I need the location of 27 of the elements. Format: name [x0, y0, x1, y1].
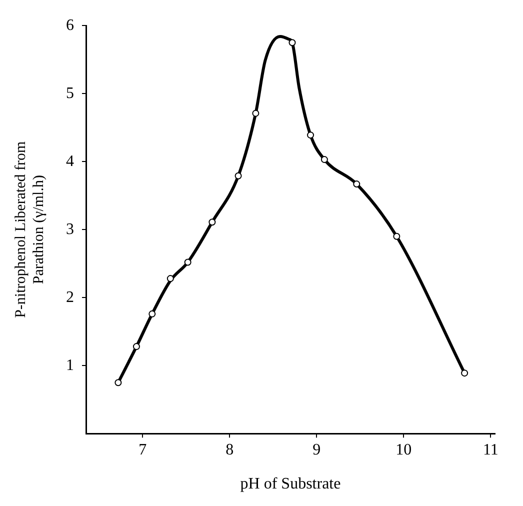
point — [166, 275, 174, 282]
point — [184, 258, 192, 266]
x-tick-label: 7 — [138, 441, 147, 458]
point — [353, 180, 360, 188]
point — [393, 232, 400, 240]
y-tick-label: 3 — [66, 220, 74, 238]
y-tick-label: 6 — [66, 16, 74, 34]
x-tick-label: 11 — [482, 441, 498, 458]
y-tick-label: 1 — [66, 356, 74, 374]
y-axis-title: P-nitrophenol Liberated from Parathion (γ/ml.h) — [12, 140, 47, 318]
point — [288, 39, 296, 46]
y-tick-label: 5 — [66, 84, 74, 102]
point — [307, 132, 314, 139]
x-axis-title: pH of Substrate — [240, 476, 341, 493]
point — [252, 110, 260, 117]
point — [208, 218, 216, 226]
point — [461, 370, 468, 377]
point — [148, 310, 156, 318]
point — [132, 343, 140, 350]
y-tick-label: 2 — [66, 288, 74, 306]
y-tick-label: 4 — [66, 152, 74, 170]
x-tick-label: 10 — [396, 441, 412, 458]
x-tick-label: 8 — [226, 441, 234, 458]
point — [114, 379, 122, 386]
point — [234, 172, 242, 180]
x-tick-label: 9 — [312, 441, 321, 458]
point — [320, 156, 328, 164]
